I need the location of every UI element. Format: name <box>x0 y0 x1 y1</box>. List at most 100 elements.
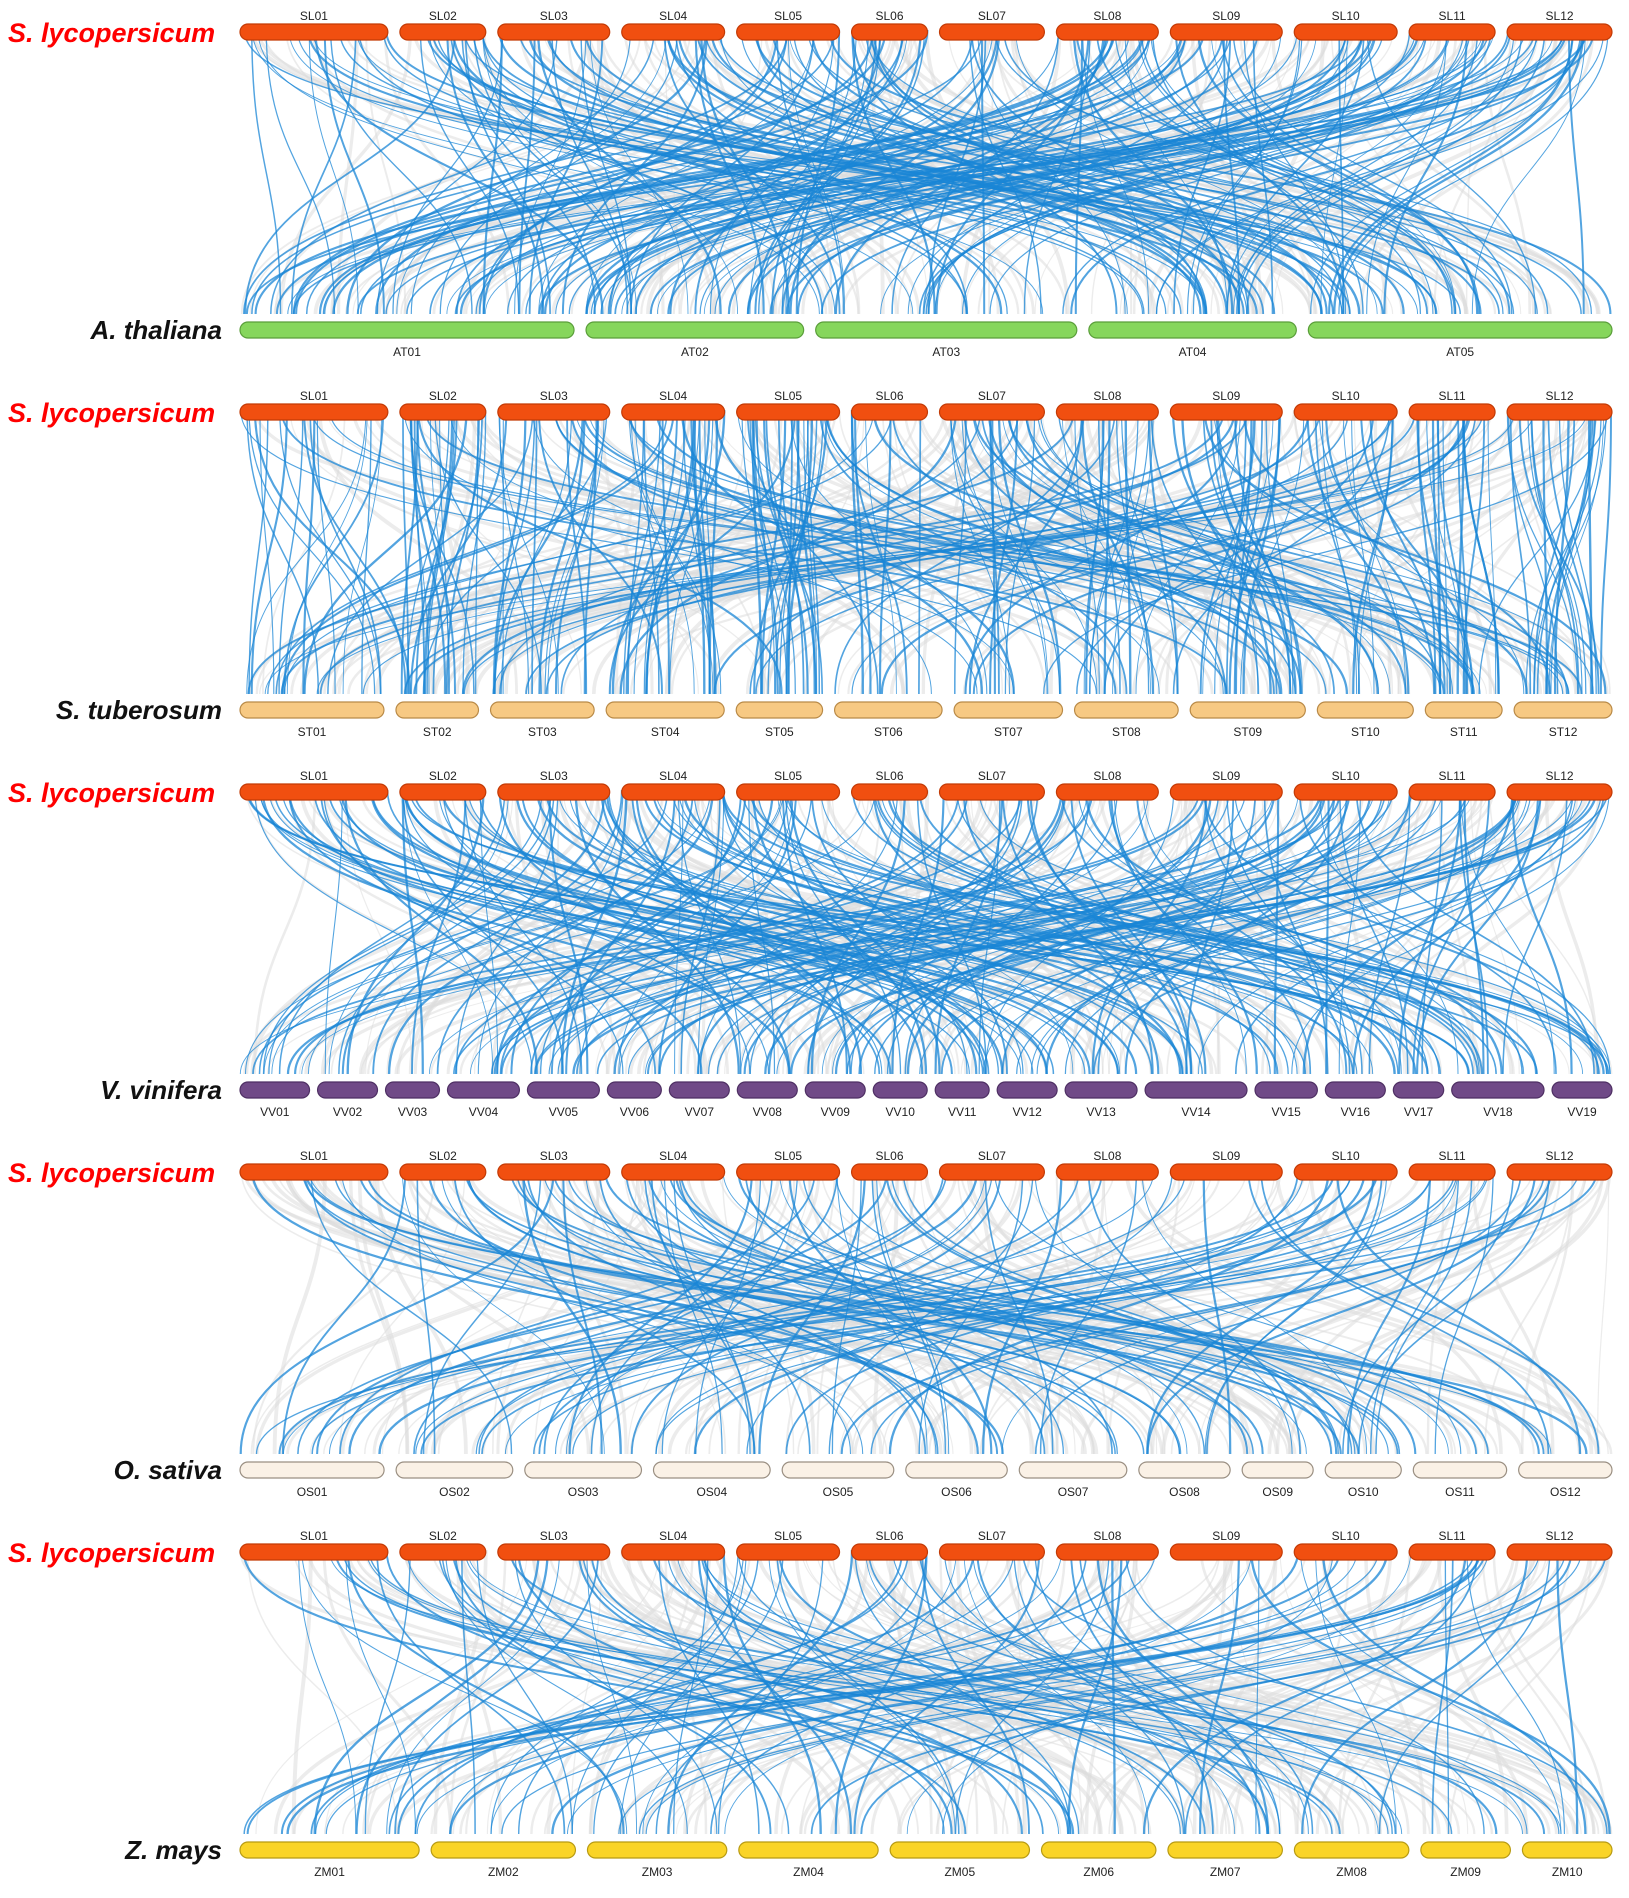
target-chromosome-bar <box>1424 701 1503 719</box>
highlighted-link <box>394 1549 600 1835</box>
highlighted-link <box>481 1169 1433 1455</box>
highlighted-link <box>310 1169 513 1455</box>
highlighted-link <box>984 1169 1054 1455</box>
reference-chromosome-label: SL09 <box>1212 1149 1240 1163</box>
synteny-panel: SL01 SL02 SL03 SL04 SL05 SL06 SL07 SL08 SL09 SL10… <box>8 1529 1613 1879</box>
highlighted-link <box>455 789 559 1075</box>
highlighted-link <box>1240 409 1305 695</box>
background-link <box>1226 409 1592 695</box>
target-chromosome-label: VV17 <box>1404 1105 1434 1119</box>
highlighted-link <box>754 29 922 315</box>
highlighted-link <box>675 29 969 315</box>
highlighted-link <box>278 409 304 695</box>
highlighted-link <box>950 409 1098 695</box>
highlighted-link <box>663 1169 723 1455</box>
highlighted-link <box>329 1169 1155 1455</box>
highlighted-link <box>1034 1169 1293 1455</box>
highlighted-link <box>337 789 1086 1075</box>
target-chromosome-bar <box>804 1081 866 1099</box>
background-link <box>273 1549 686 1835</box>
highlighted-link <box>891 789 945 1075</box>
background-link <box>1196 789 1548 1075</box>
target-chromosome-label: OS09 <box>1262 1485 1293 1499</box>
reference-chromosome-label: SL04 <box>659 1529 687 1543</box>
highlighted-link <box>1462 409 1500 695</box>
background-link <box>492 1169 553 1455</box>
highlighted-link <box>342 1549 1333 1835</box>
reference-chromosome-label: SL02 <box>429 769 457 783</box>
target-chromosome-bar <box>526 1081 600 1099</box>
background-link <box>245 789 665 1075</box>
highlighted-link <box>964 409 1239 695</box>
reference-chromosome-label: SL11 <box>1439 1529 1466 1543</box>
highlighted-link <box>356 29 1207 315</box>
target-chromosome-bar <box>1551 1081 1613 1099</box>
background-link <box>919 1549 1441 1835</box>
highlighted-link <box>290 29 357 315</box>
highlighted-link <box>1255 1549 1260 1835</box>
highlighted-link <box>865 1549 1236 1835</box>
highlighted-links <box>240 409 1612 695</box>
highlighted-link <box>303 409 407 695</box>
highlighted-link <box>514 29 587 315</box>
target-chromosome-bar <box>1518 1461 1613 1479</box>
highlighted-link <box>301 1549 628 1835</box>
highlighted-link <box>782 789 848 1075</box>
highlighted-link <box>1137 29 1434 315</box>
highlighted-link <box>1006 409 1568 695</box>
background-link <box>250 1169 655 1455</box>
target-chromosome-label: ST05 <box>765 725 794 739</box>
highlighted-link <box>482 29 779 315</box>
highlighted-link <box>950 409 1010 695</box>
highlighted-link <box>242 1549 1075 1835</box>
highlighted-link <box>403 409 1394 695</box>
background-link <box>1073 1169 1248 1455</box>
reference-chromosome-bar <box>938 403 1046 421</box>
highlighted-link <box>874 789 1383 1075</box>
reference-chromosome-label: SL01 <box>300 1149 328 1163</box>
background-link <box>262 409 346 695</box>
highlighted-link <box>455 29 905 315</box>
highlighted-link <box>840 1169 1553 1455</box>
background-link <box>404 1549 1009 1835</box>
highlighted-link <box>853 1549 1041 1835</box>
highlighted-link <box>865 409 897 695</box>
background-link <box>272 1169 327 1455</box>
highlighted-links <box>242 1549 1611 1835</box>
highlighted-link <box>700 29 790 315</box>
target-chromosome-bar <box>395 701 480 719</box>
highlighted-link <box>704 409 715 695</box>
background-link <box>337 1169 1246 1455</box>
highlighted-link <box>368 1549 1453 1835</box>
background-link <box>1132 409 1598 695</box>
highlighted-link <box>1536 409 1596 695</box>
highlighted-link <box>867 1549 1397 1835</box>
highlighted-link <box>1319 789 1459 1075</box>
target-chromosome-label: OS10 <box>1348 1485 1379 1499</box>
highlighted-link <box>790 409 988 695</box>
reference-chromosome-label: SL08 <box>1093 1149 1121 1163</box>
highlighted-link <box>1067 1549 1123 1835</box>
target-chromosome-label: ST12 <box>1549 725 1578 739</box>
highlighted-link <box>279 409 381 695</box>
target-chromosome-label: OS12 <box>1550 1485 1581 1499</box>
highlighted-link <box>737 1549 1185 1835</box>
highlighted-link <box>1355 789 1595 1075</box>
background-link <box>1049 409 1085 695</box>
highlighted-link <box>252 789 1201 1075</box>
highlighted-link <box>642 1549 957 1835</box>
highlighted-link <box>834 1549 928 1835</box>
highlighted-links <box>239 1169 1600 1455</box>
reference-chromosome-bar <box>1055 1163 1159 1181</box>
highlighted-link <box>803 409 818 695</box>
target-chromosome-label: ZM04 <box>793 1865 824 1879</box>
reference-chromosome-label: SL07 <box>978 769 1006 783</box>
reference-chromosome-label: SL11 <box>1439 389 1466 403</box>
target-chromosome-label: VV05 <box>549 1105 579 1119</box>
highlighted-link <box>410 29 631 315</box>
reference-chromosome-label: SL03 <box>540 1149 568 1163</box>
highlighted-link <box>538 29 815 315</box>
highlighted-link <box>283 409 875 695</box>
highlighted-link <box>831 789 1391 1075</box>
highlighted-link <box>403 409 978 695</box>
